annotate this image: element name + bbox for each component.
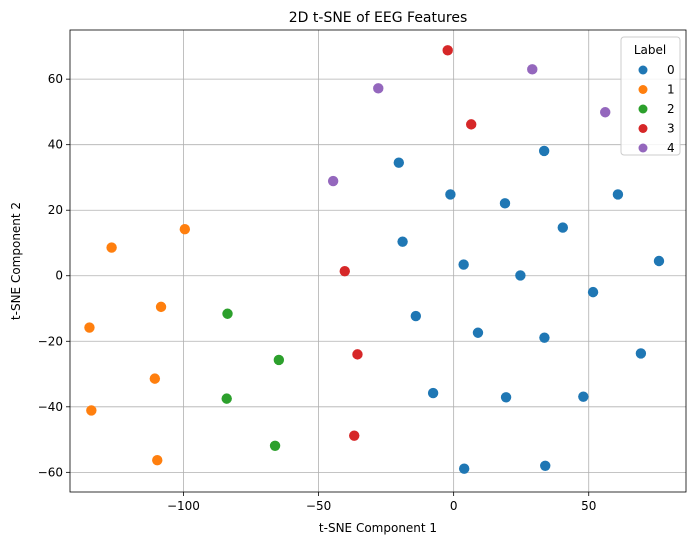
legend: Label 0 1 2 3 4 (620, 36, 681, 156)
y-tick-label: 0 (55, 269, 63, 283)
data-point (106, 242, 117, 253)
data-point (515, 270, 526, 281)
y-tick-label: −20 (38, 334, 63, 348)
legend-marker (638, 85, 648, 94)
x-tick-label: −50 (306, 499, 331, 513)
y-axis-label: t-SNE Component 2 (9, 202, 23, 320)
x-tick-label: −100 (167, 499, 200, 513)
data-point (540, 460, 551, 471)
y-tick-label: −40 (38, 400, 63, 414)
legend-label: 3 (667, 122, 675, 136)
data-point (152, 455, 163, 466)
data-point (466, 119, 477, 130)
data-point (472, 327, 484, 338)
data-point (327, 175, 339, 187)
data-point (149, 373, 161, 384)
data-point (499, 198, 511, 209)
data-point (458, 463, 470, 474)
data-point (339, 265, 350, 277)
x-tick-label: 50 (581, 499, 596, 513)
axis-ticks: −100 −50 0 50 −60 −40 −20 0 20 40 60 (38, 72, 597, 513)
legend-label: 2 (667, 102, 675, 116)
plot-frame (69, 29, 687, 493)
legend-label: 1 (667, 83, 675, 97)
data-point (587, 286, 599, 298)
legend-label: 0 (667, 63, 675, 77)
data-point (557, 222, 568, 233)
series-2 (221, 308, 285, 451)
data-point (442, 45, 453, 56)
data-point (269, 440, 281, 451)
legend-marker (638, 143, 648, 153)
legend-box (620, 36, 681, 156)
data-point (527, 64, 538, 75)
legend-marker (638, 124, 648, 133)
series-3 (339, 45, 477, 441)
x-axis-label: t-SNE Component 1 (319, 521, 437, 535)
data-point (410, 310, 422, 322)
legend-title: Label (634, 43, 666, 57)
data-point (349, 430, 360, 441)
y-tick-label: 60 (48, 72, 63, 86)
data-points (84, 45, 665, 474)
data-point (352, 349, 363, 360)
data-point (155, 301, 167, 313)
data-point (600, 107, 611, 118)
x-tick-label: 0 (450, 499, 458, 513)
data-point (653, 255, 665, 267)
legend-label: 4 (667, 141, 675, 155)
data-point (393, 157, 405, 168)
y-tick-label: 20 (48, 203, 63, 217)
data-point (500, 392, 512, 403)
data-point (221, 393, 232, 404)
data-point (538, 145, 550, 157)
data-point (635, 348, 647, 359)
data-point (612, 189, 624, 200)
chart-title: 2D t-SNE of EEG Features (289, 10, 467, 26)
data-point (539, 332, 550, 343)
data-point (179, 224, 191, 235)
y-tick-label: 40 (48, 138, 63, 152)
data-point (273, 354, 285, 366)
data-point (84, 322, 95, 333)
series-0 (393, 145, 665, 474)
legend-marker (638, 104, 648, 114)
data-point (445, 189, 456, 200)
series-1 (84, 224, 191, 466)
y-tick-label: −60 (38, 465, 63, 479)
data-point (222, 308, 233, 319)
data-point (427, 387, 439, 399)
data-point (578, 391, 589, 402)
data-point (397, 236, 408, 247)
series-4 (327, 64, 611, 187)
data-point (458, 259, 469, 270)
data-point (373, 83, 384, 94)
grid-lines (70, 30, 686, 492)
data-point (86, 405, 97, 416)
legend-marker (638, 65, 648, 75)
